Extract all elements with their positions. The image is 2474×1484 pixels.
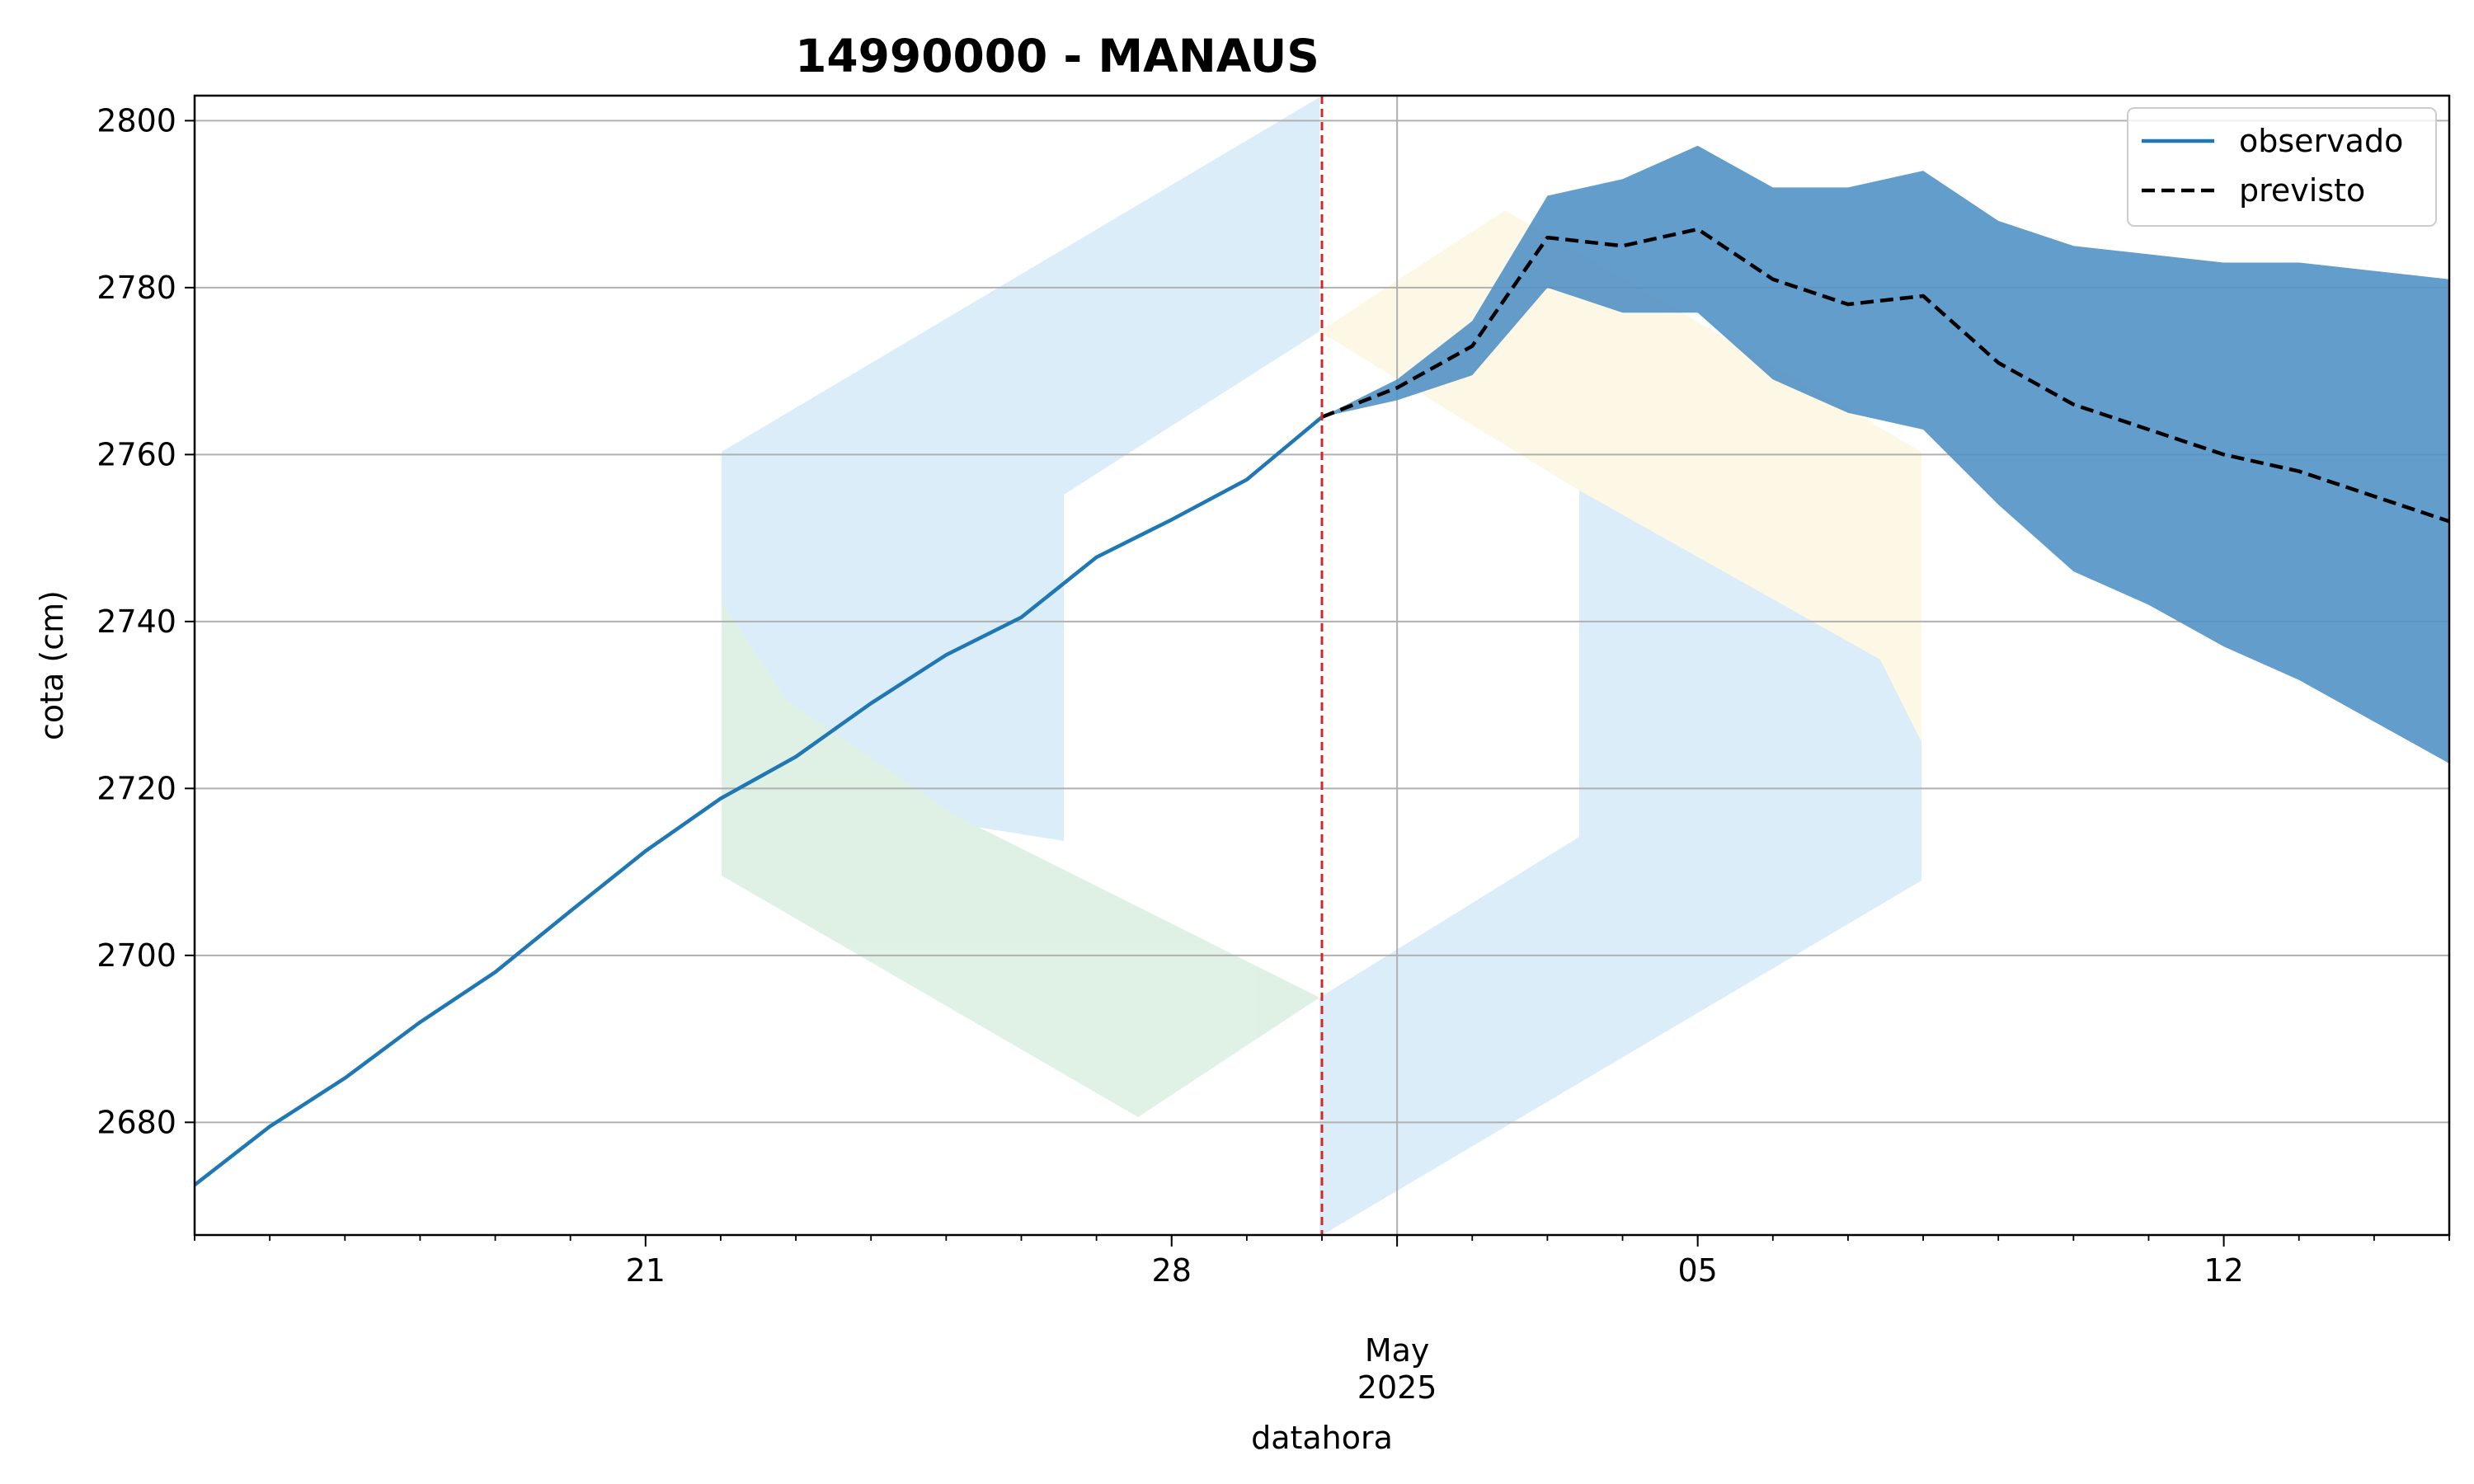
legend: observado previsto xyxy=(2127,107,2437,227)
x-tick-label-28: 28 xyxy=(1152,1252,1192,1289)
y-tick-label-2700: 2700 xyxy=(96,937,176,974)
y-tick-label-2760: 2760 xyxy=(96,436,176,472)
x-tick-label-12: 12 xyxy=(2204,1252,2243,1289)
x-tick-label-year: 2025 xyxy=(1357,1369,1437,1406)
y-tick-label-2720: 2720 xyxy=(96,770,176,806)
axis-ticks: 2680 2700 2720 2740 2760 2780 2800 21 28 05 12 May2… xyxy=(96,102,2450,1406)
series-line-previsto xyxy=(1321,227,2450,524)
y-tick-label-2800: 2800 xyxy=(96,102,176,139)
y-tick-label-2780: 2780 xyxy=(96,270,176,306)
legend-label-previsto: previsto xyxy=(2239,172,2365,209)
watermark-shape-blue-bottom xyxy=(1319,478,1921,1237)
x-axis-label: datahora xyxy=(1251,1420,1393,1456)
forecast-band-layer xyxy=(1322,145,2449,763)
forecast-band xyxy=(1322,145,2449,763)
y-axis-label: cota (cm) xyxy=(34,590,70,740)
series-lines-layer xyxy=(193,227,2450,1187)
chart-title: 14990000 - MANAUS xyxy=(795,30,1319,82)
watermark-shape-blue-top xyxy=(722,97,1319,841)
series-line-observado xyxy=(193,416,1324,1187)
legend-label-observado: observado xyxy=(2239,123,2403,159)
x-tick-label-month: May xyxy=(1365,1332,1430,1369)
y-tick-label-2740: 2740 xyxy=(96,603,176,640)
y-tick-label-2680: 2680 xyxy=(96,1104,176,1140)
x-tick-label-05: 05 xyxy=(1677,1252,1717,1289)
x-tick-label-21: 21 xyxy=(626,1252,666,1289)
legend-box xyxy=(2127,107,2437,227)
watermark-shape-green xyxy=(722,602,1319,1117)
